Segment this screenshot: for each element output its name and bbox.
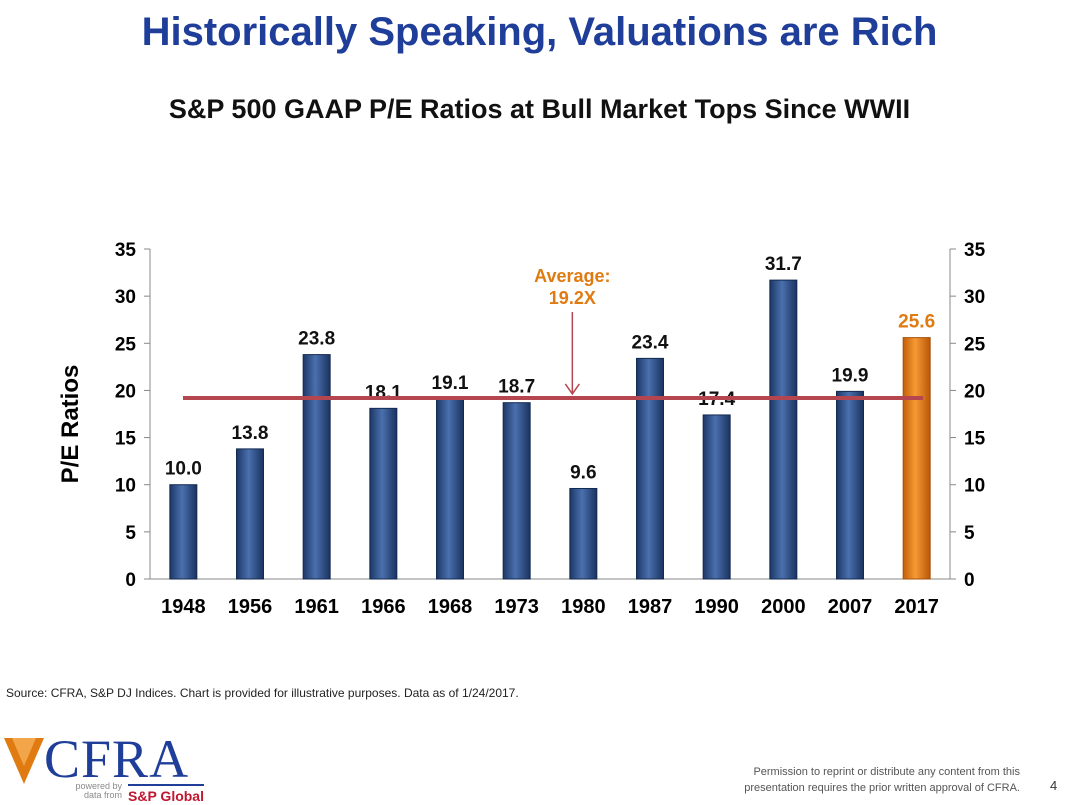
permission-line-1: Permission to reprint or distribute any … <box>753 766 1020 778</box>
y-tick-label-right: 10 <box>964 476 985 497</box>
x-tick-label-2007: 2007 <box>828 596 873 618</box>
powered-by-text: powered by data from <box>75 781 122 800</box>
x-tick-label-1956: 1956 <box>228 596 273 618</box>
bar-1956 <box>236 448 264 580</box>
data-label-1987: 23.4 <box>632 332 669 353</box>
y-tick-label-left: 30 <box>115 287 136 308</box>
y-axis-label: P/E Ratios <box>57 365 84 484</box>
sp-global-logo: S&P Global <box>128 784 204 804</box>
data-label-1980: 9.6 <box>570 462 596 483</box>
page-title: Historically Speaking, Valuations are Ri… <box>141 10 938 54</box>
y-tick-label-left: 10 <box>115 476 136 497</box>
y-tick-label-right: 25 <box>964 334 986 355</box>
bar-1987 <box>636 357 664 580</box>
data-label-1948: 10.0 <box>165 459 202 480</box>
bar-1980 <box>569 487 598 580</box>
data-label-1961: 23.8 <box>298 329 335 350</box>
y-tick-label-left: 20 <box>115 381 136 402</box>
average-label-line-1: Average: <box>534 266 610 286</box>
pe-ratio-bar-chart: 0 0 5 5 10 10 15 15 20 20 25 25 30 30 35 35 P/E Ratios 10… <box>57 240 986 618</box>
bar-1948 <box>169 484 198 580</box>
permission-note: Permission to reprint or distribute any … <box>690 764 1020 796</box>
y-tick-label-left: 5 <box>125 523 136 544</box>
page-number: 4 <box>1050 778 1058 793</box>
data-label-1956: 13.8 <box>232 423 269 444</box>
y-tick-label-right: 5 <box>964 523 975 544</box>
bar-2007 <box>836 390 864 580</box>
bar-2017 <box>902 337 931 580</box>
data-label-2000: 31.7 <box>765 254 802 275</box>
y-tick-label-right: 15 <box>964 429 986 450</box>
y-tick-label-right: 35 <box>964 240 986 261</box>
permission-line-2: presentation requires the prior written … <box>744 782 1020 794</box>
x-tick-label-1966: 1966 <box>361 596 406 618</box>
data-label-2007: 19.9 <box>832 365 869 386</box>
x-tick-label-1948: 1948 <box>161 596 206 618</box>
bar-1990 <box>702 414 731 580</box>
data-label-2017: 25.6 <box>898 312 935 333</box>
data-label-1973: 18.7 <box>498 377 535 398</box>
x-tick-label-2000: 2000 <box>761 596 806 618</box>
x-tick-label-1987: 1987 <box>628 596 673 618</box>
y-tick-label-right: 0 <box>964 570 975 591</box>
bar-1961 <box>302 354 331 580</box>
average-arrow-head <box>564 383 580 396</box>
bar-2000 <box>769 279 798 580</box>
cfra-logo: CFRA powered by data from S&P Global <box>4 732 224 804</box>
x-tick-label-1980: 1980 <box>561 596 606 618</box>
y-tick-label-left: 15 <box>115 429 137 450</box>
y-tick-label-left: 35 <box>115 240 137 261</box>
data-label-1966: 18.1 <box>365 382 402 403</box>
bar-1966 <box>369 407 398 580</box>
data-label-1968: 19.1 <box>432 373 469 394</box>
x-tick-label-1973: 1973 <box>494 596 539 618</box>
y-tick-label-left: 25 <box>115 334 137 355</box>
chart-title: S&P 500 GAAP P/E Ratios at Bull Market T… <box>168 94 911 124</box>
bar-1968 <box>436 398 464 580</box>
y-tick-label-left: 0 <box>125 570 136 591</box>
x-tick-label-1968: 1968 <box>428 596 473 618</box>
x-tick-label-1961: 1961 <box>294 596 339 618</box>
cfra-logo-icon <box>4 738 44 784</box>
y-tick-label-right: 20 <box>964 381 985 402</box>
x-tick-label-2017: 2017 <box>894 596 939 618</box>
source-note: Source: CFRA, S&P DJ Indices. Chart is p… <box>6 686 519 700</box>
logo-text: CFRA <box>44 729 190 789</box>
x-tick-label-1990: 1990 <box>694 596 739 618</box>
y-tick-label-right: 30 <box>964 287 985 308</box>
average-label-line-2: 19.2X <box>549 288 596 308</box>
bar-1973 <box>502 402 531 580</box>
